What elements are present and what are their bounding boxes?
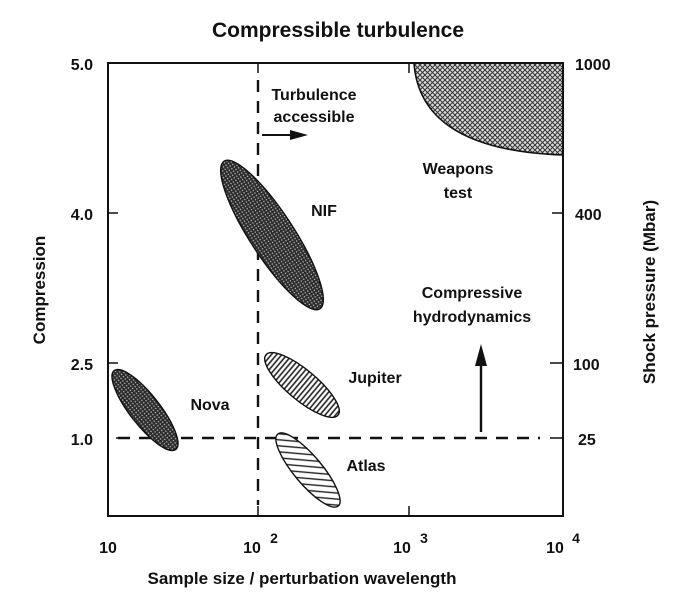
y-right-tick-label: 400 — [575, 207, 602, 224]
region-nova — [111, 368, 179, 452]
annotation-turbulence: Turbulence — [271, 87, 356, 104]
y-right-tick-label: 100 — [573, 357, 600, 374]
chart-title: Compressible turbulence — [212, 19, 464, 42]
y-left-tick-label: 2.5 — [71, 357, 93, 374]
x-tick-label: 10 — [393, 540, 411, 557]
annotation-compressive: Compressive — [422, 285, 523, 302]
label-jupiter: Jupiter — [348, 370, 401, 387]
y-right-ticks — [550, 212, 563, 439]
y-left-tick-label: 4.0 — [71, 207, 93, 224]
x-tick-exponent: 4 — [572, 530, 580, 546]
x-axis-label: Sample size / perturbation wavelength — [148, 569, 457, 588]
y-right-tick-label: 25 — [578, 432, 596, 449]
right-arrow-icon — [262, 130, 308, 140]
plot-frame — [107, 62, 564, 517]
x-tick-label: 10 — [243, 540, 261, 557]
y-right-axis-label: Shock pressure (Mbar) — [640, 200, 659, 384]
y-left-tick-label: 1.0 — [71, 432, 93, 449]
x-tick-exponent: 2 — [270, 530, 278, 546]
label-nova: Nova — [190, 397, 229, 414]
up-arrow-icon — [475, 344, 487, 432]
x-ticks — [257, 63, 410, 516]
y-left-axis-label: Compression — [30, 236, 49, 345]
region-atlas — [275, 432, 341, 508]
annotation-accessible: accessible — [274, 109, 355, 126]
x-tick-label: 10 — [546, 540, 564, 557]
label-nif: NIF — [311, 203, 337, 220]
y-right-tick-label: 1000 — [575, 57, 611, 74]
label-weapons: Weapons — [423, 161, 494, 178]
x-tick-label: 10 — [99, 540, 117, 557]
region-jupiter — [264, 351, 340, 419]
y-left-tick-label: 5.0 — [71, 57, 93, 74]
region-weapons-test — [413, 62, 564, 156]
label-atlas: Atlas — [346, 458, 385, 475]
region-nif — [219, 159, 325, 311]
x-tick-exponent: 3 — [420, 530, 428, 546]
annotation-hydrodynamics: hydrodynamics — [413, 309, 531, 326]
label-test: test — [444, 185, 473, 202]
